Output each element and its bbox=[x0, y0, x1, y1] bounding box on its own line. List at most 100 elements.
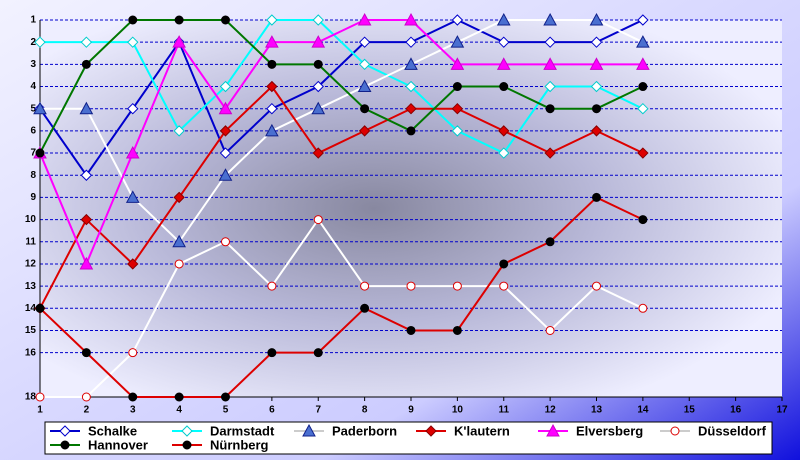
marker bbox=[125, 190, 140, 203]
marker bbox=[218, 168, 233, 181]
marker bbox=[80, 213, 93, 226]
marker bbox=[174, 15, 184, 25]
y-tick-label: 7 bbox=[30, 148, 36, 159]
marker bbox=[312, 14, 324, 26]
marker bbox=[267, 281, 277, 291]
marker bbox=[174, 392, 184, 402]
y-tick-label: 15 bbox=[25, 325, 37, 336]
marker bbox=[590, 125, 603, 137]
x-tick-label: 7 bbox=[315, 405, 321, 416]
legend-label: Darmstadt bbox=[210, 423, 275, 438]
marker bbox=[592, 192, 601, 202]
marker bbox=[450, 35, 465, 48]
y-tick-label: 3 bbox=[30, 59, 36, 70]
marker bbox=[357, 12, 372, 26]
marker bbox=[35, 148, 45, 158]
x-tick-label: 13 bbox=[591, 405, 603, 416]
x-tick-label: 15 bbox=[684, 405, 696, 416]
marker bbox=[546, 423, 560, 437]
marker bbox=[405, 80, 417, 93]
y-tick-label: 5 bbox=[30, 103, 36, 114]
marker bbox=[125, 146, 140, 159]
marker bbox=[544, 147, 556, 159]
marker bbox=[267, 59, 277, 69]
marker bbox=[405, 102, 417, 115]
marker bbox=[452, 82, 462, 92]
x-tick-label: 16 bbox=[730, 405, 742, 416]
marker bbox=[452, 281, 462, 291]
legend-label: Düsseldorf bbox=[698, 423, 767, 438]
marker bbox=[313, 215, 323, 225]
marker bbox=[265, 123, 279, 137]
series-line bbox=[40, 19, 644, 155]
marker bbox=[219, 80, 232, 93]
marker bbox=[544, 36, 556, 48]
marker bbox=[670, 426, 680, 436]
marker bbox=[592, 104, 601, 114]
marker bbox=[265, 35, 279, 48]
x-tick-label: 17 bbox=[776, 405, 788, 416]
y-tick-label: 13 bbox=[25, 281, 37, 292]
legend-label: Elversberg bbox=[576, 423, 643, 438]
marker bbox=[638, 303, 648, 313]
marker bbox=[543, 57, 557, 70]
series-line bbox=[39, 18, 644, 177]
marker bbox=[499, 281, 509, 291]
y-tick-label: 1 bbox=[30, 15, 36, 26]
marker bbox=[358, 125, 371, 137]
marker bbox=[172, 234, 186, 248]
marker bbox=[636, 57, 650, 70]
marker bbox=[313, 348, 323, 358]
marker bbox=[311, 35, 326, 48]
legend-label: K'lautern bbox=[454, 423, 510, 438]
marker bbox=[592, 281, 601, 291]
marker bbox=[218, 101, 233, 115]
marker bbox=[360, 303, 370, 313]
marker bbox=[181, 425, 193, 437]
marker bbox=[302, 423, 316, 437]
x-tick-label: 9 bbox=[408, 405, 414, 416]
marker bbox=[451, 125, 464, 137]
marker bbox=[81, 392, 91, 402]
marker bbox=[128, 392, 138, 402]
legend-label: Hannover bbox=[88, 437, 148, 452]
marker bbox=[636, 35, 650, 48]
marker bbox=[221, 392, 230, 402]
marker bbox=[358, 36, 371, 48]
marker bbox=[266, 80, 278, 93]
y-tick-label: 16 bbox=[25, 347, 37, 358]
marker bbox=[498, 147, 510, 159]
marker bbox=[637, 14, 649, 26]
marker bbox=[267, 348, 277, 358]
y-tick-label: 6 bbox=[30, 126, 36, 137]
marker bbox=[358, 58, 371, 71]
y-tick-label: 4 bbox=[30, 81, 36, 92]
legend-label: Paderborn bbox=[332, 423, 397, 438]
marker bbox=[544, 80, 556, 93]
marker bbox=[589, 57, 604, 70]
marker bbox=[172, 35, 186, 48]
x-tick-label: 3 bbox=[130, 405, 136, 416]
marker bbox=[360, 104, 370, 114]
y-tick-label: 10 bbox=[25, 214, 37, 225]
x-tick-label: 4 bbox=[176, 405, 182, 416]
y-tick-label: 2 bbox=[30, 37, 36, 48]
x-tick-label: 2 bbox=[84, 405, 90, 416]
marker bbox=[59, 425, 71, 437]
marker bbox=[221, 237, 230, 247]
marker bbox=[406, 325, 416, 335]
legend-box bbox=[44, 421, 773, 455]
marker bbox=[451, 102, 464, 115]
marker bbox=[266, 14, 278, 26]
marker bbox=[452, 325, 462, 335]
x-tick-label: 5 bbox=[223, 405, 229, 416]
marker bbox=[127, 258, 139, 270]
marker bbox=[545, 325, 555, 335]
marker bbox=[589, 12, 604, 26]
y-tick-label: 14 bbox=[25, 303, 37, 314]
marker bbox=[450, 57, 465, 70]
marker bbox=[174, 259, 184, 269]
marker bbox=[127, 36, 139, 48]
legend-label: Nürnberg bbox=[210, 437, 269, 452]
marker bbox=[219, 147, 232, 159]
